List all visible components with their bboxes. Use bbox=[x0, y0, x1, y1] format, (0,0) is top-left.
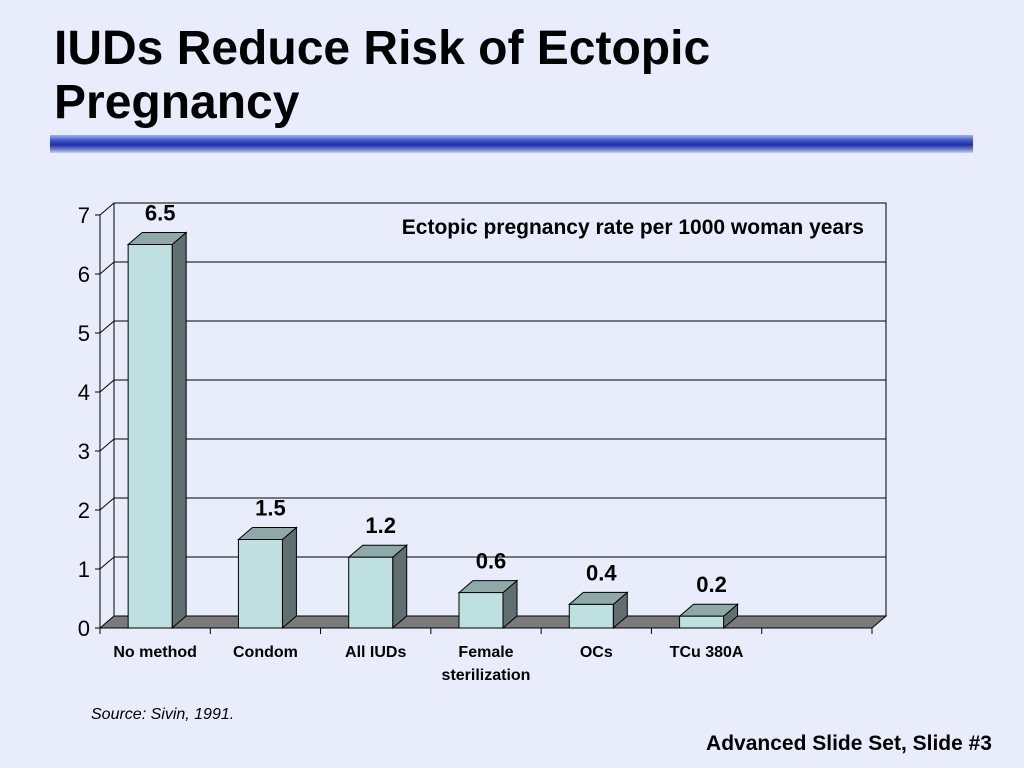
x-tick-label: TCu 380A bbox=[670, 644, 744, 661]
y-tick-label: 4 bbox=[78, 380, 90, 405]
y-tick-label: 0 bbox=[78, 616, 90, 641]
bar bbox=[568, 603, 614, 629]
x-tick-label: All IUDs bbox=[345, 644, 406, 661]
bar bbox=[127, 244, 173, 629]
title-rule bbox=[50, 135, 973, 153]
y-axis-top bbox=[99, 202, 115, 216]
bar-side bbox=[171, 231, 187, 630]
y-tick-label: 7 bbox=[78, 203, 90, 228]
x-tick-label: No method bbox=[113, 644, 197, 661]
y-tick-label: 5 bbox=[78, 321, 90, 346]
gridline-side bbox=[99, 497, 115, 511]
y-tick-label: 1 bbox=[78, 557, 90, 582]
gridline-side bbox=[99, 320, 115, 334]
y-tick-label: 6 bbox=[78, 262, 90, 287]
slide-title-line2: Pregnancy bbox=[54, 76, 300, 129]
gridline-side bbox=[99, 438, 115, 452]
gridline-side bbox=[99, 261, 115, 275]
data-label: 6.5 bbox=[145, 201, 176, 226]
x-tick-label: sterilization bbox=[442, 667, 531, 684]
data-label: 1.5 bbox=[255, 496, 286, 521]
bar bbox=[679, 615, 725, 629]
bar-side bbox=[281, 526, 297, 630]
gridline-side bbox=[99, 556, 115, 570]
data-label: 0.6 bbox=[476, 549, 507, 574]
y-tick-label: 3 bbox=[78, 439, 90, 464]
bar bbox=[458, 592, 504, 629]
slide-title: IUDs Reduce Risk of Ectopic Pregnancy bbox=[54, 22, 954, 130]
chart-title: Ectopic pregnancy rate per 1000 woman ye… bbox=[402, 216, 864, 239]
y-tick-label: 2 bbox=[78, 498, 90, 523]
slide-footer: Advanced Slide Set, Slide #3 bbox=[706, 732, 992, 755]
gridline-side bbox=[99, 379, 115, 393]
data-label: 1.2 bbox=[365, 513, 396, 538]
x-tick-label: Female bbox=[458, 644, 513, 661]
x-tick-label: Condom bbox=[233, 644, 298, 661]
bar-side bbox=[392, 544, 408, 630]
bar bbox=[237, 539, 283, 629]
bar bbox=[348, 556, 394, 629]
source-note: Source: Sivin, 1991. bbox=[91, 706, 235, 723]
data-label: 0.2 bbox=[696, 572, 727, 597]
x-tick-label: OCs bbox=[580, 644, 613, 661]
slide-title-line1: IUDs Reduce Risk of Ectopic bbox=[54, 22, 711, 75]
data-label: 0.4 bbox=[586, 560, 617, 585]
